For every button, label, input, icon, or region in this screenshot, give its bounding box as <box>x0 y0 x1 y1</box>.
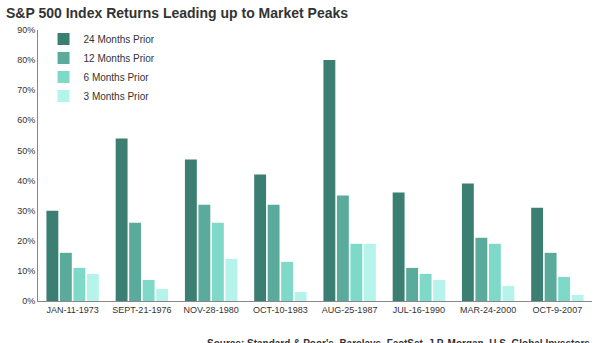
svg-text:20%: 20% <box>17 236 35 246</box>
svg-text:JUL-16-1990: JUL-16-1990 <box>393 305 445 315</box>
svg-text:6 Months Prior: 6 Months Prior <box>84 72 150 83</box>
svg-text:24 Months Prior: 24 Months Prior <box>84 34 155 45</box>
svg-text:10%: 10% <box>17 266 35 276</box>
svg-text:3 Months Prior: 3 Months Prior <box>84 91 150 102</box>
svg-text:MAR-24-2000: MAR-24-2000 <box>460 305 516 315</box>
svg-text:60%: 60% <box>17 115 35 125</box>
svg-text:30%: 30% <box>17 206 35 216</box>
svg-text:90%: 90% <box>17 25 35 35</box>
svg-text:12 Months Prior: 12 Months Prior <box>84 53 155 64</box>
svg-text:S&P 500 Index Returns Leading: S&P 500 Index Returns Leading up to Mark… <box>6 5 348 21</box>
svg-text:70%: 70% <box>17 85 35 95</box>
svg-text:OCT-10-1983: OCT-10-1983 <box>253 305 308 315</box>
svg-text:40%: 40% <box>17 176 35 186</box>
svg-text:80%: 80% <box>17 55 35 65</box>
svg-text:SEPT-21-1976: SEPT-21-1976 <box>112 305 171 315</box>
svg-text:AUG-25-1987: AUG-25-1987 <box>322 305 378 315</box>
svg-text:OCT-9-2007: OCT-9-2007 <box>533 305 583 315</box>
svg-text:JAN-11-1973: JAN-11-1973 <box>46 305 98 315</box>
svg-text:NOV-28-1980: NOV-28-1980 <box>184 305 239 315</box>
svg-text:50%: 50% <box>17 146 35 156</box>
svg-text:0%: 0% <box>22 296 35 306</box>
svg-text:Source: Standard & Poor's, Bar: Source: Standard & Poor's, Barclays, Fac… <box>207 338 590 343</box>
